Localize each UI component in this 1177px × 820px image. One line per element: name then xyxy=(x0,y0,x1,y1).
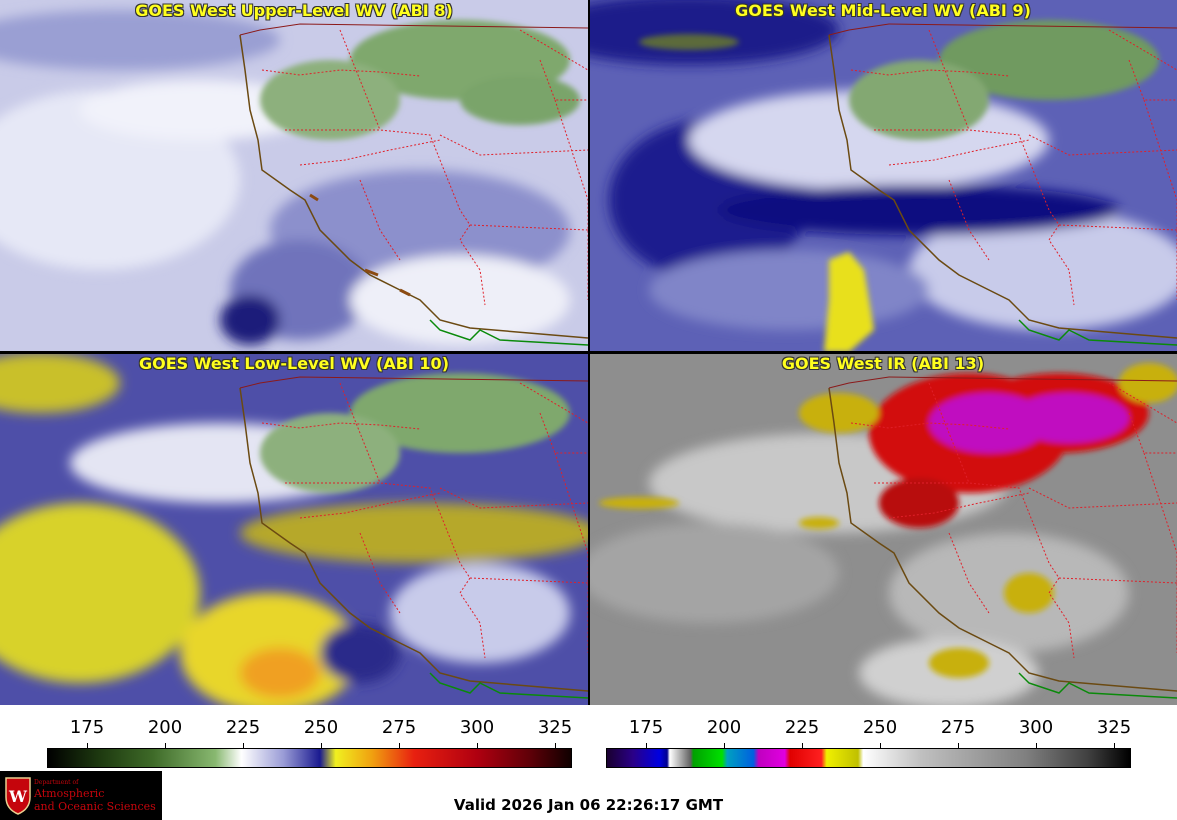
wv-tick-mark xyxy=(399,743,400,748)
wv-tick-label: 175 xyxy=(69,717,105,738)
panel-title: GOES West Low-Level WV (ABI 10) xyxy=(138,354,449,373)
wv-tick-mark xyxy=(555,743,556,748)
logo-line-department: Department of xyxy=(34,779,79,786)
wv-tick-mark xyxy=(243,743,244,748)
ir-colorbar-ticks: 175 200 225 250 275 300 325 xyxy=(589,717,1177,741)
wv-tick-label: 275 xyxy=(381,717,417,738)
ir-tick-mark xyxy=(1114,743,1115,748)
ir-tick-mark xyxy=(724,743,725,748)
crest-letter: W xyxy=(8,787,28,806)
ir-colorbar xyxy=(606,748,1131,768)
ir-tick-label: 325 xyxy=(1096,717,1132,738)
logo-line-name: Atmospheric and Oceanic Sciences xyxy=(34,787,156,813)
mid-level-wv-panel: GOES West Mid-Level WV (ABI 9) xyxy=(589,0,1177,352)
ir-tick-label: 275 xyxy=(940,717,976,738)
wv-tick-mark xyxy=(321,743,322,748)
ir-image xyxy=(589,353,1177,705)
ir-panel: GOES West IR (ABI 13) xyxy=(589,353,1177,705)
ir-tick-mark xyxy=(1036,743,1037,748)
wv-tick-label: 225 xyxy=(225,717,261,738)
wv-tick-mark xyxy=(477,743,478,748)
ir-tick-label: 200 xyxy=(706,717,742,738)
aos-logo: W Department of Atmospheric and Oceanic … xyxy=(0,771,162,820)
wv-tick-label: 200 xyxy=(147,717,183,738)
ir-tick-label: 250 xyxy=(862,717,898,738)
panel-title: GOES West Upper-Level WV (ABI 8) xyxy=(135,1,453,20)
low-level-wv-panel: GOES West Low-Level WV (ABI 10) xyxy=(0,353,588,705)
ir-tick-label: 175 xyxy=(628,717,664,738)
ir-tick-label: 225 xyxy=(784,717,820,738)
panel-title: GOES West Mid-Level WV (ABI 9) xyxy=(735,1,1031,20)
wv-tick-mark xyxy=(165,743,166,748)
panel-divider-horizontal xyxy=(0,351,1177,354)
panel-title: GOES West IR (ABI 13) xyxy=(781,354,985,373)
ir-tick-mark xyxy=(646,743,647,748)
wv-colorbar xyxy=(47,748,572,768)
wv-tick-mark xyxy=(87,743,88,748)
ir-tick-mark xyxy=(802,743,803,748)
wv-tick-label: 250 xyxy=(303,717,339,738)
low-level-wv-image xyxy=(0,353,588,705)
ir-tick-label: 300 xyxy=(1018,717,1054,738)
ir-tick-mark xyxy=(880,743,881,748)
wv-colorbar-ticks: 175 200 225 250 275 300 325 xyxy=(0,717,588,741)
wv-tick-label: 300 xyxy=(459,717,495,738)
upper-level-wv-panel: GOES West Upper-Level WV (ABI 8) xyxy=(0,0,588,352)
crest-icon: W xyxy=(5,777,31,815)
logo-line-oceanic: and Oceanic Sciences xyxy=(34,800,156,813)
logo-line-atmospheric: Atmospheric xyxy=(34,787,105,800)
mid-level-wv-image xyxy=(589,0,1177,352)
valid-time: Valid 2026 Jan 06 22:26:17 GMT xyxy=(453,796,724,814)
wv-tick-label: 325 xyxy=(537,717,573,738)
ir-tick-mark xyxy=(958,743,959,748)
upper-level-wv-image xyxy=(0,0,588,352)
